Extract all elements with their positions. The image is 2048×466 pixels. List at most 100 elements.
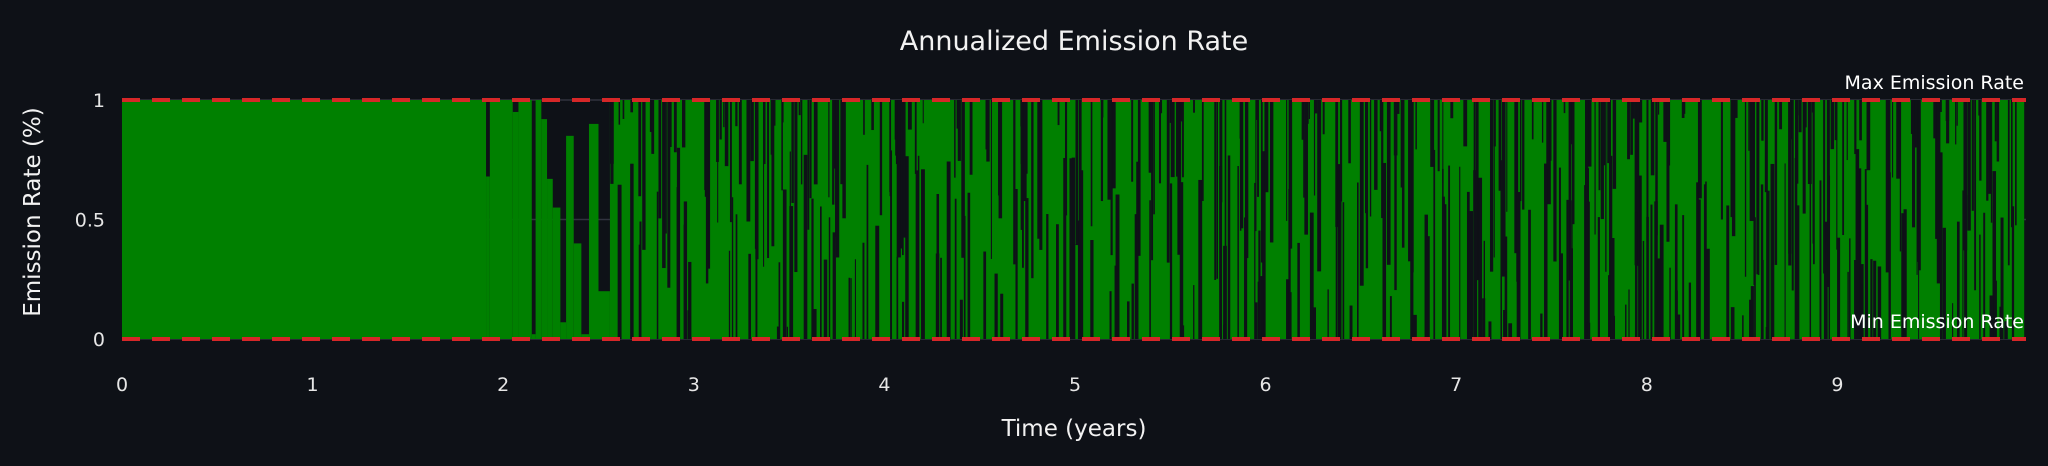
emission-bar-gap [682,100,686,148]
emission-bar-gap [1674,290,1678,339]
emission-bar-gap [1245,100,1249,259]
emission-bar-gap [1983,212,1986,339]
emission-bar-gap [1304,100,1308,235]
emission-bar-gap [1899,100,1902,252]
emission-bar-gap [1939,152,1943,339]
emission-bar-gap [1149,200,1151,339]
emission-bar-gap [986,100,990,162]
emission-bar-gap [1312,307,1317,339]
emission-bar-gap [959,299,963,339]
emission-bar [541,119,548,340]
emission-bar-gap [1855,149,1860,339]
emission-bar-gap [1861,284,1863,339]
emission-bar-gap [1466,191,1470,339]
emission-bar-gap [1137,100,1141,256]
emission-bar [552,207,561,339]
emission-bar-gap [1935,100,1938,239]
emission-bar-gap [1258,230,1261,339]
emission-bar-gap [2004,321,2008,339]
x-axis-title: Time (years) [1001,416,1147,442]
emission-bar-gap [1730,307,1735,339]
emission-bar-gap [1415,100,1417,150]
emission-bar-gap [1498,100,1502,191]
emission-bar-gap [1433,149,1436,339]
emission-bar-gap [1837,237,1841,339]
emission-bar-gap [2007,100,2010,266]
chart-title: Annualized Emission Rate [900,26,1248,57]
emission-bar-gap [957,100,961,161]
emission-bar-gap [1327,289,1329,339]
emission-bar-gap [896,152,899,339]
emission-bar-gap [1628,289,1630,339]
emission-bar-gap [1335,210,1338,339]
emission-bar-gap [724,100,729,167]
emission-bar-gap [1169,183,1173,339]
emission-bar-gap [1148,100,1152,173]
emission-bar-gap [1955,100,1957,145]
emission-bar-gap [875,225,880,339]
emission-bar-gap [1571,100,1575,225]
emission-bar-gap [1260,276,1264,339]
emission-bar-gap [1610,238,1615,339]
emission-bar-gap [1779,100,1783,130]
emission-bar-gap [1726,205,1730,339]
emission-bar-gap [642,100,646,250]
emission-bar-gap [1964,194,1968,339]
emission-bar-gap [767,100,770,259]
emission-bar-gap [1802,100,1806,214]
emission-bar-gap [1430,100,1435,167]
emission-bar-gap [828,100,830,198]
emission-bar-gap [1566,199,1569,339]
emission-bar-gap [1531,100,1534,140]
emission-bar-gap [610,100,614,184]
emission-bar-gap [1015,189,1018,339]
emission-bar-gap [1995,280,1997,339]
emission-bar-gap [1257,100,1259,197]
emission-bar-gap [914,100,917,174]
emission-bar-gap [638,100,642,197]
emission-bar-gap [1847,271,1849,339]
emission-bar-gap [1601,100,1606,166]
y-tick-label: 0 [93,329,105,351]
emission-bar-gap [1239,100,1244,229]
emission-bar-gap [1214,100,1217,280]
emission-bar-gap [1069,158,1073,339]
emission-bar-gap [1553,100,1557,262]
emission-bar-gap [1803,100,1807,128]
emission-bar-gap [1075,100,1079,246]
emission-bar-gap [1558,167,1561,339]
emission-bar-gap [610,100,613,121]
emission-bar-gap [1056,224,1059,339]
emission-bar-gap [1744,100,1747,277]
reference-lines [122,98,2026,341]
emission-bar-gap [1290,292,1292,339]
emission-bar-gap [809,100,812,199]
emission-bar-gap [890,150,893,339]
emission-bar-gap [1974,100,1977,291]
emission-bar-gap [1109,291,1112,339]
emission-bar-gap [1100,100,1104,202]
emission-bar-gap [1625,304,1627,339]
emission-bar-gap [1674,204,1678,339]
emission-bar-gap [1314,100,1318,114]
emission-bar-gap [1219,166,1223,339]
emission-bar-gap [1609,155,1613,339]
emission-bar-gap [1544,163,1548,339]
emission-bar-gap [879,100,883,216]
emission-bar-gap [1180,100,1184,122]
emission-bar-gap [1963,100,1968,251]
emission-bar-gap [813,100,818,185]
emission-bar-gap [683,224,686,339]
emission-bar-gap [782,100,784,123]
emission-bar-gap [782,189,787,339]
emission-bar-gap [832,100,835,205]
emission-bar-gap [1286,100,1288,221]
emission-bar-gap [1917,100,1919,262]
emission-bar-gap [1303,100,1305,198]
emission-bar-gap [1158,100,1162,184]
emission-bar-gap [835,100,840,258]
emission-bar-gap [1322,100,1325,135]
emission-bar-gap [1956,100,1958,126]
emission-bar-gap [1107,100,1111,200]
emission-bar-gap [1101,100,1104,118]
